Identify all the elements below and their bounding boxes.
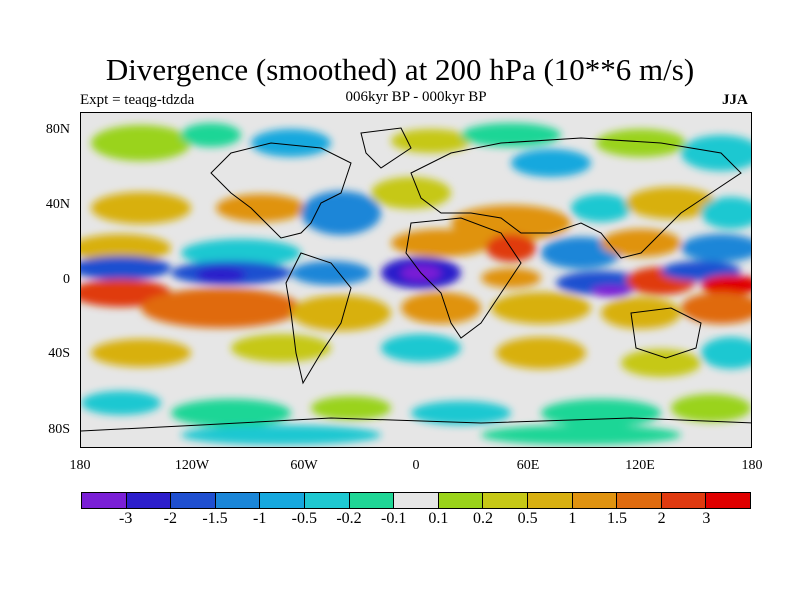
season-label: JJA: [722, 92, 748, 108]
colorbar: [81, 492, 751, 509]
lat-label-80s: 80S: [48, 422, 70, 437]
divergence-field: [81, 123, 751, 445]
colorbar-label: -0.2: [336, 510, 362, 527]
colorbar-swatch: [126, 493, 172, 508]
colorbar-label: 1.5: [607, 510, 627, 527]
lon-label-60w: 60W: [290, 458, 318, 473]
colorbar-label: -2: [163, 510, 177, 527]
period-subtitle: 006kyr BP - 000kyr BP: [345, 89, 487, 105]
colorbar-label: 0.2: [473, 510, 493, 527]
lat-label-80n: 80N: [45, 122, 70, 137]
coastlines: [81, 127, 751, 432]
lon-label-120w: 120W: [174, 458, 210, 473]
colorbar-label: 0.1: [428, 510, 449, 527]
colorbar-swatch: [661, 493, 707, 508]
lon-label-180e: 180: [741, 458, 763, 473]
lat-label-40s: 40S: [48, 346, 70, 361]
lon-label-180w: 180: [69, 458, 91, 473]
colorbar-label: 0.5: [517, 510, 538, 527]
chart-title: Divergence (smoothed) at 200 hPa (10**6 …: [105, 52, 695, 87]
colorbar-swatch: [304, 493, 350, 508]
lon-label-60e: 60E: [516, 458, 540, 473]
colorbar-swatch: [215, 493, 261, 508]
colorbar-label: -0.1: [380, 510, 407, 527]
colorbar-label: -1: [252, 510, 267, 527]
lat-label-0: 0: [63, 272, 70, 287]
colorbar-label: 1: [568, 510, 577, 527]
colorbar-swatch: [617, 493, 662, 508]
colorbar-swatch: [82, 493, 127, 508]
colorbar-swatch: [527, 493, 573, 508]
lon-label-0: 0: [412, 458, 420, 473]
colorbar-label: -0.5: [291, 510, 317, 527]
colorbar-swatch: [349, 493, 395, 508]
colorbar-swatch: [260, 493, 305, 508]
colorbar-label: 3: [702, 510, 711, 527]
colorbar-swatch: [171, 493, 216, 508]
colorbar-swatch: [706, 493, 750, 508]
experiment-label: Expt = teaqg-tdzda: [80, 92, 195, 108]
colorbar-swatch: [483, 493, 528, 508]
map-field-svg: [81, 123, 751, 445]
lon-label-120e: 120E: [625, 458, 655, 473]
lat-label-40n: 40N: [45, 197, 70, 212]
colorbar-label: -3: [118, 510, 133, 527]
colorbar-label: 2: [657, 510, 666, 527]
colorbar-swatch: [394, 493, 439, 508]
colorbar-swatch: [438, 493, 484, 508]
colorbar-label: -1.5: [202, 510, 228, 527]
divergence-map: [80, 112, 752, 448]
colorbar-swatch: [572, 493, 618, 508]
